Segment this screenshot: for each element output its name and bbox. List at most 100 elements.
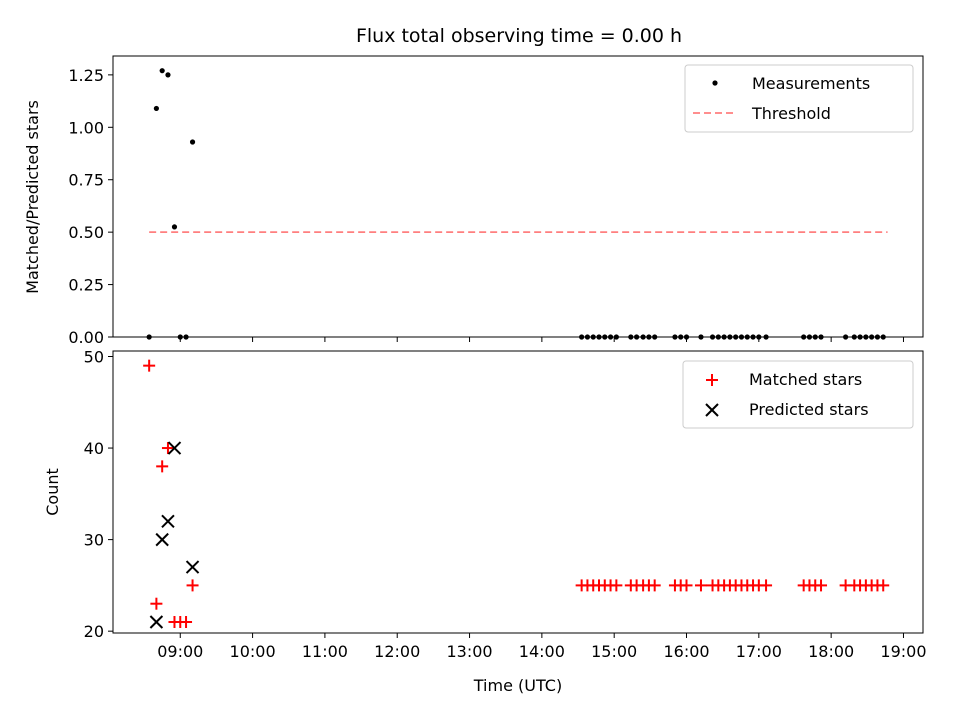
top-ytick-label: 0.75: [68, 171, 104, 190]
measurement-point: [874, 334, 881, 340]
measurement-point: [579, 334, 585, 340]
matched-star-point: [150, 597, 163, 610]
matched-star-point: [156, 460, 169, 473]
measurement-point: [744, 334, 750, 340]
bottom-legend-box: [682, 360, 914, 429]
legend-predicted-marker: [705, 403, 719, 417]
chart-title: Flux total observing time = 0.00 h: [356, 25, 682, 47]
legend-measurements-marker: [712, 80, 718, 86]
predicted-star-point: [167, 441, 182, 455]
measurement-point: [683, 334, 690, 340]
measurement-point: [678, 334, 684, 340]
top-legend-box: [684, 64, 914, 133]
measurement-point: [851, 334, 857, 340]
measurement-point: [806, 334, 813, 340]
legend-measurements-label: Measurements: [752, 74, 870, 93]
top-plot-marks: [146, 68, 888, 340]
measurement-point: [613, 334, 619, 340]
star-count-panel: 20 30 40 50 09:00 10:00 11:00 12:00 13:00 14:00 1…: [43, 347, 927, 695]
measurement-point: [733, 334, 739, 340]
measurement-point: [171, 224, 178, 230]
measurement-point: [628, 334, 634, 340]
xtick-label: 12:00: [374, 642, 420, 661]
top-y-axis-label: Matched/Predicted stars: [23, 100, 42, 294]
measurement-point: [596, 334, 602, 340]
matched-star-point: [815, 579, 828, 592]
measurement-point: [646, 334, 652, 340]
xtick-label: 13:00: [446, 642, 492, 661]
top-y-ticks: 0.00 0.25 0.50 0.75 1.00 1.25: [68, 66, 113, 347]
measurement-point: [146, 334, 152, 340]
measurement-point: [672, 334, 678, 340]
bottom-ytick-label: 20: [84, 622, 104, 641]
measurement-point: [165, 72, 171, 78]
top-ytick-label: 0.25: [68, 276, 104, 295]
bottom-x-ticks: 09:00 10:00 11:00 12:00 13:00 14:00 15:00 16:00…: [157, 633, 927, 661]
legend-matched-marker: [706, 374, 718, 386]
top-x-ticks: [179, 337, 904, 342]
top-ytick-label: 0.00: [68, 328, 104, 347]
measurement-point: [880, 334, 886, 340]
matched-star-point: [143, 359, 156, 372]
measurement-point: [640, 334, 646, 340]
bottom-plot-marks: [143, 359, 890, 629]
measurement-point: [721, 334, 727, 340]
measurement-point: [177, 334, 183, 340]
measurement-point: [652, 334, 658, 340]
measurement-point: [818, 334, 824, 340]
top-ytick-label: 0.50: [68, 223, 104, 242]
measurement-point: [843, 334, 849, 340]
xtick-label: 17:00: [736, 642, 782, 661]
predicted-star-point: [161, 514, 175, 529]
measurement-point: [590, 334, 596, 340]
top-legend: Measurements Threshold: [684, 64, 914, 133]
measurement-point: [869, 334, 875, 340]
predicted-star-point: [149, 615, 164, 629]
flux-ratio-panel: 0.00 0.25 0.50 0.75 1.00 1.25 Matched/Predict…: [23, 55, 924, 347]
legend-predicted-label: Predicted stars: [749, 400, 869, 419]
measurement-point: [750, 334, 756, 340]
matched-star-point: [760, 579, 773, 592]
measurement-point: [763, 334, 769, 340]
matched-star-point: [180, 616, 193, 629]
predicted-star-point: [185, 560, 200, 574]
measurement-point: [634, 334, 640, 340]
matched-star-point: [680, 579, 693, 592]
xtick-label: 15:00: [591, 642, 637, 661]
top-axes-frame: [112, 55, 924, 338]
measurement-point: [812, 334, 818, 340]
bottom-axes-frame: [112, 350, 924, 634]
measurement-point: [715, 334, 721, 340]
measurement-point: [857, 334, 863, 340]
matched-star-point: [161, 442, 174, 455]
bottom-legend: Matched stars Predicted stars: [682, 360, 914, 429]
measurement-point: [756, 334, 762, 340]
bottom-ytick-label: 40: [84, 439, 104, 458]
measurement-point: [698, 334, 704, 340]
matched-star-point: [694, 579, 707, 592]
measurement-point: [738, 334, 745, 340]
matched-star-point: [877, 579, 890, 592]
measurement-point: [159, 68, 165, 74]
legend-threshold-label: Threshold: [751, 104, 831, 123]
bottom-ytick-label: 50: [84, 347, 104, 366]
measurement-point: [183, 334, 189, 340]
matched-star-point: [648, 579, 661, 592]
measurement-point: [153, 105, 159, 112]
measurement-point: [584, 334, 591, 340]
xtick-label: 09:00: [157, 642, 203, 661]
xtick-label: 11:00: [302, 642, 348, 661]
measurement-point: [801, 334, 807, 340]
xtick-label: 10:00: [230, 642, 276, 661]
measurement-point: [709, 334, 716, 340]
legend-matched-label: Matched stars: [749, 370, 862, 389]
matched-star-point: [186, 579, 199, 592]
measurement-point: [602, 334, 608, 340]
measurement-point: [727, 334, 733, 340]
x-axis-label: Time (UTC): [473, 676, 562, 695]
bottom-ytick-label: 30: [84, 531, 104, 550]
xtick-label: 14:00: [519, 642, 565, 661]
xtick-label: 16:00: [663, 642, 709, 661]
bottom-y-axis-label: Count: [43, 468, 62, 516]
